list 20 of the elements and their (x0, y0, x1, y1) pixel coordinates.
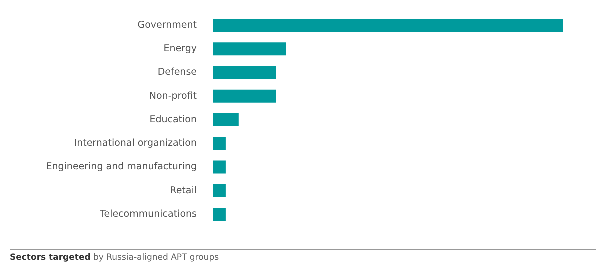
y-tick-label: Engineering and manufacturing (46, 162, 197, 173)
bar (213, 160, 226, 174)
y-tick-label: Defense (158, 67, 198, 78)
text: by Russia-aligned APT groups (92, 253, 220, 263)
y-tick-label: Government (138, 20, 198, 31)
y-tick-label: Telecommunications (99, 208, 198, 220)
y-tick-label: Retail (170, 185, 197, 196)
bar (213, 114, 239, 126)
bar (213, 19, 563, 32)
y-tick-label: Energy (164, 44, 198, 55)
bar (213, 208, 226, 221)
bar (213, 90, 276, 103)
y-tick-label: Non-profit (149, 90, 198, 102)
text: Sectors targeted (10, 253, 91, 263)
bar (213, 66, 276, 80)
y-tick-label: International organization (74, 138, 197, 150)
y-tick-label: Education (150, 114, 197, 126)
bar (213, 137, 226, 150)
bar (213, 184, 226, 198)
bar (213, 42, 286, 56)
